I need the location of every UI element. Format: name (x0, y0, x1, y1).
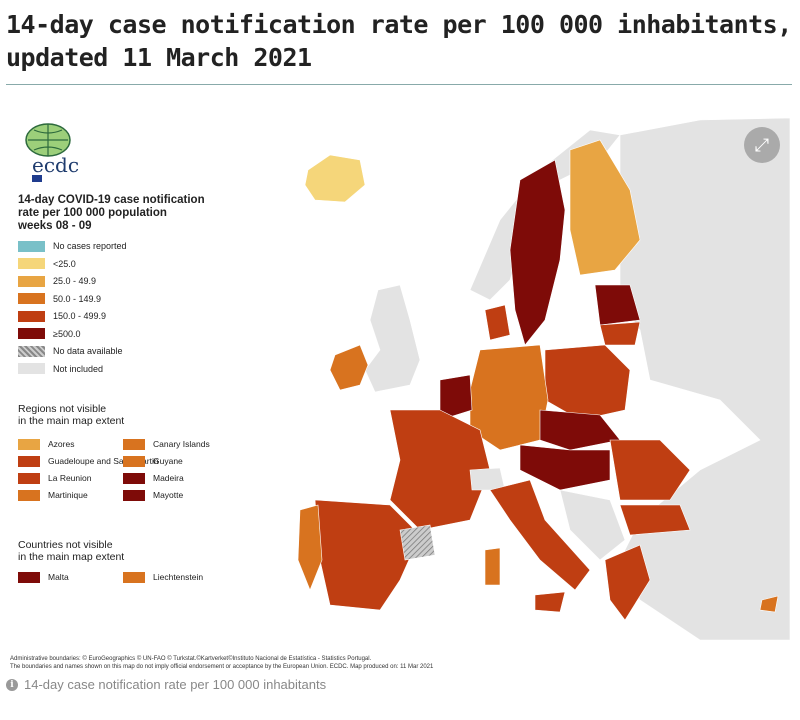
legend-label: 50.0 - 149.9 (53, 293, 102, 304)
legend-swatch (123, 489, 145, 501)
legend-item: No data available (18, 345, 123, 357)
lithuania (599, 321, 641, 346)
legend-swatch (18, 240, 45, 252)
legend-label: No cases reported (53, 241, 127, 251)
romania (609, 439, 691, 501)
sicily (534, 591, 566, 613)
legend-label: Azores (48, 439, 75, 449)
countries-title: Countries not visible in the main map ext… (18, 539, 125, 563)
legend-swatch (123, 472, 145, 484)
greece (604, 544, 651, 621)
legend-label: ≥500.0 (53, 328, 81, 339)
legend-label: Malta (48, 572, 69, 582)
legend-item: Madeira (123, 472, 184, 484)
legend-swatch (123, 455, 145, 467)
legend-item: 150.0 - 499.9 (18, 310, 106, 322)
title-divider (6, 84, 792, 85)
legend-label: Martinique (48, 490, 88, 500)
iceland (304, 154, 366, 203)
legend-label: Not included (53, 363, 104, 374)
legend-swatch (123, 571, 145, 583)
catalonia (399, 524, 436, 561)
italy (489, 479, 591, 591)
legend-item: Liechtenstein (123, 571, 203, 583)
legend-item: Malta (18, 571, 69, 583)
spain (314, 499, 421, 611)
legend-label: 25.0 - 49.9 (53, 276, 97, 286)
legend-item: La Reunion (18, 472, 91, 484)
legend-label: Liechtenstein (153, 572, 204, 582)
map-caption: i 14-day case notification rate per 100 0… (6, 677, 326, 692)
legend-item: Azores (18, 438, 74, 450)
france (389, 409, 491, 531)
germany (469, 344, 549, 451)
page-title: 14-day case notification rate per 100 00… (6, 10, 792, 72)
legend-swatch (18, 571, 40, 583)
legend-swatch (18, 472, 40, 484)
legend-title: 14-day COVID-19 case notification rate pe… (18, 194, 205, 232)
cyprus (759, 595, 779, 613)
benelux (439, 374, 473, 421)
finland (569, 139, 641, 276)
austria-hungary (519, 444, 611, 491)
legend-label: No data available (53, 346, 123, 356)
legend-swatch (123, 438, 145, 450)
denmark (484, 304, 511, 341)
poland (544, 344, 631, 421)
legend-label: Guyane (153, 456, 183, 466)
czechia-slovakia (539, 409, 621, 451)
legend-swatch (18, 489, 40, 501)
legend-swatch (18, 345, 45, 357)
estonia-latvia (594, 284, 641, 326)
legend-label: Mayotte (153, 490, 184, 500)
expand-arrows-icon: ⤢ (754, 134, 770, 155)
legend-label: La Reunion (48, 473, 92, 483)
legend-swatch (18, 275, 45, 287)
expand-map-button[interactable]: ⤢ (744, 127, 780, 163)
legend-swatch (18, 258, 45, 269)
legend-label: Madeira (153, 473, 184, 483)
info-icon: i (6, 678, 18, 691)
legend-item: Guyane (123, 455, 183, 467)
non-eu-land (619, 117, 791, 641)
uk (364, 284, 421, 393)
ireland (329, 344, 369, 391)
legend-item: Not included (18, 363, 103, 375)
bulgaria (619, 504, 691, 536)
legend-item: 50.0 - 149.9 (18, 293, 101, 305)
switzerland (469, 467, 506, 491)
legend-label: 150.0 - 499.9 (53, 311, 107, 321)
legend-item: Mayotte (123, 489, 183, 501)
sweden (509, 159, 566, 346)
portugal (297, 504, 323, 591)
legend-swatch (18, 310, 45, 322)
legend-label: <25.0 (53, 258, 76, 269)
legend-item: No cases reported (18, 240, 127, 252)
legend-swatch (18, 455, 40, 467)
legend-item: 25.0 - 49.9 (18, 275, 96, 287)
svg-text:ecdc: ecdc (32, 153, 79, 177)
legend-swatch (18, 293, 45, 304)
legend-item: Canary Islands (123, 438, 210, 450)
legend-item: ≥500.0 (18, 328, 80, 340)
legend-swatch (18, 363, 45, 374)
legend-label: Guadeloupe and Saint Martin (48, 456, 159, 466)
legend-swatch (18, 438, 40, 450)
legend-item: <25.0 (18, 258, 76, 270)
balkans (559, 489, 626, 561)
map-credits: Administrative boundaries: © EuroGeograp… (10, 656, 434, 670)
legend-item: Guadeloupe and Saint Martin (18, 455, 159, 467)
ecdc-logo: ecdc (25, 123, 79, 182)
legend-swatch (18, 328, 45, 339)
regions-title: Regions not visible in the main map exten… (18, 403, 125, 427)
legend-item: Martinique (18, 489, 88, 501)
sardinia (484, 547, 501, 586)
legend-label: Canary Islands (153, 439, 210, 449)
